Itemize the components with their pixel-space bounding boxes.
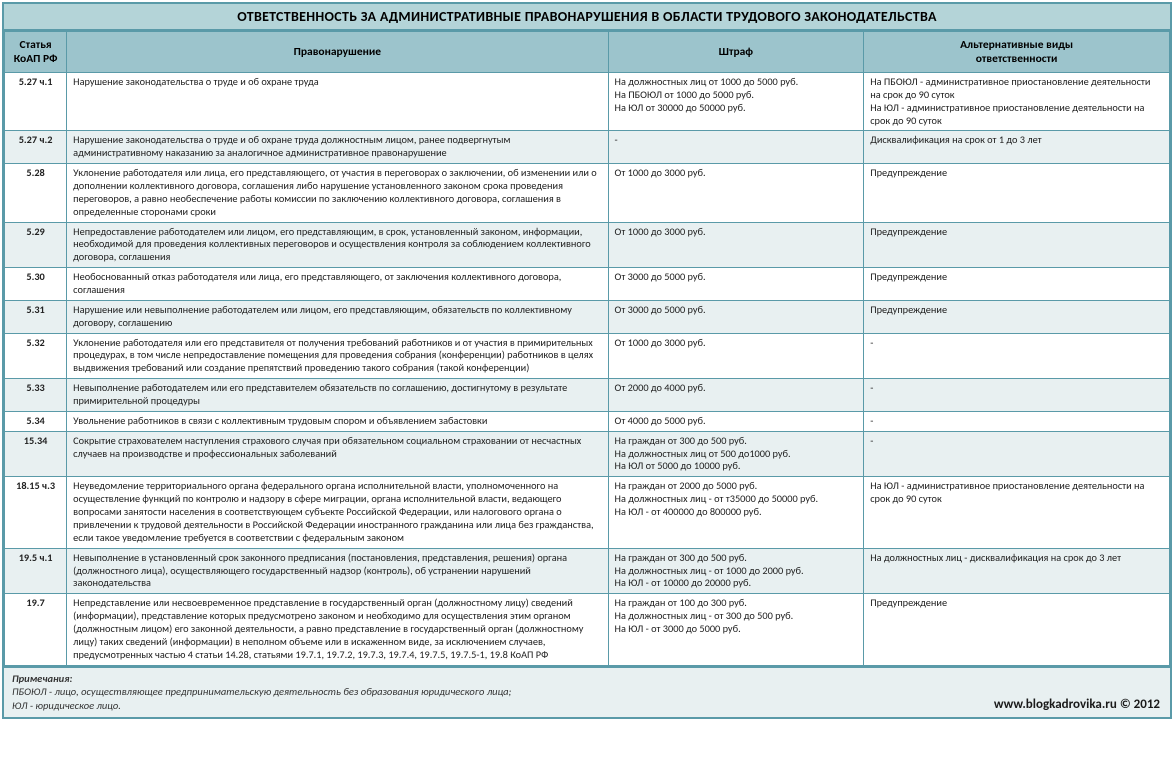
cell-code: 5.27 ч.2 [5,131,67,164]
cell-violation: Сокрытие страхователем наступления страх… [67,431,608,477]
cell-code: 5.33 [5,379,67,412]
col-header-code: Статья КоАП РФ [5,32,67,73]
cell-code: 5.27 ч.1 [5,73,67,131]
notes-line: ЮЛ - юридическое лицо. [12,699,1162,713]
table-row: 19.5 ч.1Невыполнение в установленный сро… [5,548,1170,594]
footer-credit: www.blogkadrovika.ru © 2012 [994,697,1160,714]
cell-violation: Уклонение работодателя или лица, его пре… [67,164,608,222]
cell-fine: На граждан от 2000 до 5000 руб. На должн… [608,477,864,548]
cell-alt: Предупреждение [864,222,1170,268]
cell-violation: Невыполнение в установленный срок законн… [67,548,608,594]
cell-violation: Непредоставление работодателем или лицом… [67,222,608,268]
cell-violation: Нарушение или невыполнение работодателем… [67,300,608,333]
cell-code: 5.34 [5,411,67,431]
table-row: 5.28Уклонение работодателя или лица, его… [5,164,1170,222]
cell-violation: Непредставление или несвоевременное пред… [67,594,608,665]
cell-violation: Уклонение работодателя или его представи… [67,333,608,379]
table-row: 18.15 ч.3Неуведомление территориального … [5,477,1170,548]
cell-fine: От 1000 до 3000 руб. [608,222,864,268]
cell-alt: Предупреждение [864,300,1170,333]
table-row: 5.31Нарушение или невыполнение работодат… [5,300,1170,333]
col-header-fine: Штраф [608,32,864,73]
cell-fine: - [608,131,864,164]
cell-fine: На должностных лиц от 1000 до 5000 руб. … [608,73,864,131]
cell-alt: Предупреждение [864,268,1170,301]
table-row: 5.33Невыполнение работодателем или его п… [5,379,1170,412]
cell-fine: От 1000 до 3000 руб. [608,164,864,222]
notes-heading: Примечания: [12,672,1162,686]
table-row: 19.7Непредставление или несвоевременное … [5,594,1170,665]
cell-fine: От 4000 до 5000 руб. [608,411,864,431]
table-row: 5.30Необоснованный отказ работодателя ил… [5,268,1170,301]
notes-line: ПБОЮЛ - лицо, осуществляющее предпринима… [12,685,1162,699]
cell-fine: От 3000 до 5000 руб. [608,300,864,333]
cell-code: 5.30 [5,268,67,301]
page-title: ОТВЕТСТВЕННОСТЬ ЗА АДМИНИСТРАТИВНЫЕ ПРАВ… [4,4,1170,31]
document-frame: ОТВЕТСТВЕННОСТЬ ЗА АДМИНИСТРАТИВНЫЕ ПРАВ… [2,2,1172,719]
cell-alt: Дисквалификация на срок от 1 до 3 лет [864,131,1170,164]
col-header-violation: Правонарушение [67,32,608,73]
cell-alt: Предупреждение [864,594,1170,665]
col-header-alt: Альтернативные виды ответственности [864,32,1170,73]
cell-alt: - [864,333,1170,379]
cell-violation: Невыполнение работодателем или его предс… [67,379,608,412]
cell-code: 5.32 [5,333,67,379]
cell-violation: Необоснованный отказ работодателя или ли… [67,268,608,301]
cell-alt: На ЮЛ - административное приостановление… [864,477,1170,548]
table-row: 5.27 ч.2Нарушение законодательства о тру… [5,131,1170,164]
cell-code: 19.7 [5,594,67,665]
cell-alt: Предупреждение [864,164,1170,222]
table-row: 5.27 ч.1Нарушение законодательства о тру… [5,73,1170,131]
notes-block: Примечания: ПБОЮЛ - лицо, осуществляющее… [4,666,1170,718]
cell-violation: Нарушение законодательства о труде и об … [67,73,608,131]
cell-code: 5.28 [5,164,67,222]
table-row: 5.32Уклонение работодателя или его предс… [5,333,1170,379]
cell-violation: Нарушение законодательства о труде и об … [67,131,608,164]
cell-code: 18.15 ч.3 [5,477,67,548]
table-row: 15.34Сокрытие страхователем наступления … [5,431,1170,477]
table-row: 5.29Непредоставление работодателем или л… [5,222,1170,268]
cell-fine: От 3000 до 5000 руб. [608,268,864,301]
cell-fine: От 2000 до 4000 руб. [608,379,864,412]
cell-violation: Увольнение работников в связи с коллекти… [67,411,608,431]
cell-alt: - [864,379,1170,412]
cell-fine: На граждан от 100 до 300 руб. На должнос… [608,594,864,665]
cell-code: 15.34 [5,431,67,477]
cell-alt: На ПБОЮЛ - административное приостановле… [864,73,1170,131]
cell-fine: На граждан от 300 до 500 руб. На должнос… [608,548,864,594]
table-row: 5.34Увольнение работников в связи с колл… [5,411,1170,431]
cell-code: 19.5 ч.1 [5,548,67,594]
cell-violation: Неуведомление территориального органа фе… [67,477,608,548]
table-body: 5.27 ч.1Нарушение законодательства о тру… [5,73,1170,666]
cell-fine: На граждан от 300 до 500 руб. На должнос… [608,431,864,477]
cell-fine: От 1000 до 3000 руб. [608,333,864,379]
cell-alt: На должностных лиц - дисквалификация на … [864,548,1170,594]
cell-alt: - [864,431,1170,477]
cell-code: 5.29 [5,222,67,268]
cell-code: 5.31 [5,300,67,333]
violations-table: Статья КоАП РФ Правонарушение Штраф Альт… [4,31,1170,666]
cell-alt: - [864,411,1170,431]
